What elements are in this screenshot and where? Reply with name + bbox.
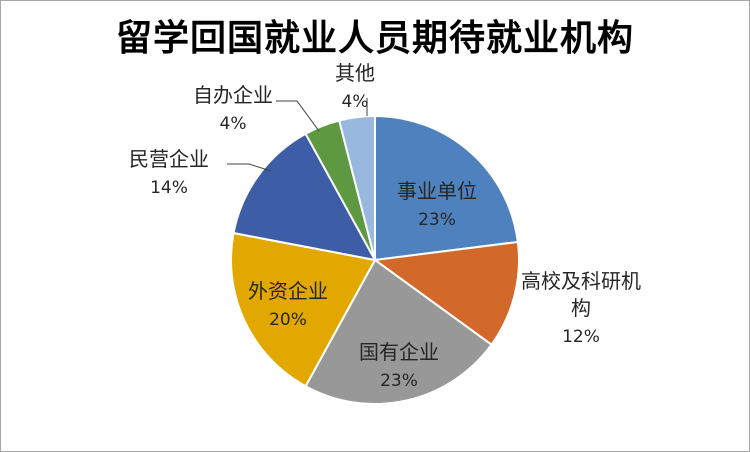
slice-label-value-1: 23% bbox=[418, 210, 456, 230]
slice-label-name-2-2: 构 bbox=[571, 296, 591, 320]
slice-label-name-3: 国有企业 bbox=[359, 340, 439, 364]
slice-label-value-4: 20% bbox=[269, 310, 307, 330]
slice-label-name-2-1: 高校及科研机 bbox=[521, 269, 641, 293]
pie-slice-4 bbox=[230, 231, 377, 388]
slice-label-value-2: 12% bbox=[562, 327, 600, 347]
slice-label-value-7: 4% bbox=[342, 92, 369, 112]
chart-title: 留学回国就业人员期待就业机构 bbox=[115, 18, 634, 59]
pie-slice-5 bbox=[232, 132, 377, 262]
leader-line-5 bbox=[227, 163, 272, 172]
leader-line-6 bbox=[276, 100, 320, 132]
slice-label-value-6: 4% bbox=[220, 114, 247, 134]
slice-label-name-1: 事业单位 bbox=[397, 179, 477, 203]
slice-label-name-6: 自办企业 bbox=[193, 83, 273, 107]
slice-label-name-4: 外资企业 bbox=[248, 279, 328, 303]
slice-label-name-7: 其他 bbox=[335, 61, 375, 85]
pie-slice-3 bbox=[304, 258, 493, 405]
slice-label-name-5: 民营企业 bbox=[129, 147, 209, 171]
pie-slice-7 bbox=[337, 114, 376, 261]
slice-label-value-3: 23% bbox=[380, 371, 418, 391]
pie-slice-1 bbox=[374, 114, 519, 262]
slice-label-value-5: 14% bbox=[150, 178, 188, 198]
pie-slice-2 bbox=[372, 240, 520, 347]
